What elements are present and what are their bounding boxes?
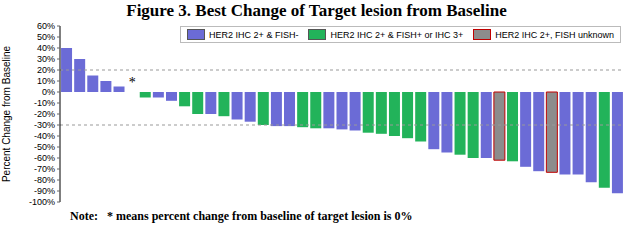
svg-text:-50%: -50% (34, 142, 55, 152)
svg-text:40%: 40% (37, 43, 55, 53)
svg-text:60%: 60% (37, 22, 55, 31)
svg-text:-100%: -100% (29, 197, 55, 207)
html-text:HER2 IHC 2+ & FISH-: HER2 IHC 2+ & FISH- (209, 29, 299, 40)
svg-text:50%: 50% (37, 32, 55, 42)
html-text:HER2 IHC 2+, FISH unknown: HER2 IHC 2+, FISH unknown (495, 29, 614, 40)
svg-text:-60%: -60% (34, 153, 55, 163)
html-text:HER2 IHC 2+ & FISH+ or IHC 3+: HER2 IHC 2+ & FISH+ or IHC 3+ (330, 29, 464, 40)
svg-text:-70%: -70% (34, 164, 55, 174)
svg-text:-10%: -10% (34, 98, 55, 108)
html-text:Note: * means percent change f: Note: * means percent change from baseli… (70, 209, 413, 223)
svg-text:0%: 0% (42, 87, 55, 97)
svg-text:-30%: -30% (34, 120, 55, 130)
svg-text:-40%: -40% (34, 131, 55, 141)
svg-text:Percent Change from Baseline: Percent Change from Baseline (8, 45, 12, 182)
svg-text:30%: 30% (37, 54, 55, 64)
html-text:Figure 3. Best Change of Targe: Figure 3. Best Change of Target lesion f… (126, 1, 507, 20)
svg-text:-90%: -90% (34, 186, 55, 196)
svg-text:-20%: -20% (34, 109, 55, 119)
svg-text:10%: 10% (37, 76, 55, 86)
svg-text:-80%: -80% (34, 175, 55, 185)
svg-text:*: * (129, 75, 136, 90)
svg-text:20%: 20% (37, 65, 55, 75)
